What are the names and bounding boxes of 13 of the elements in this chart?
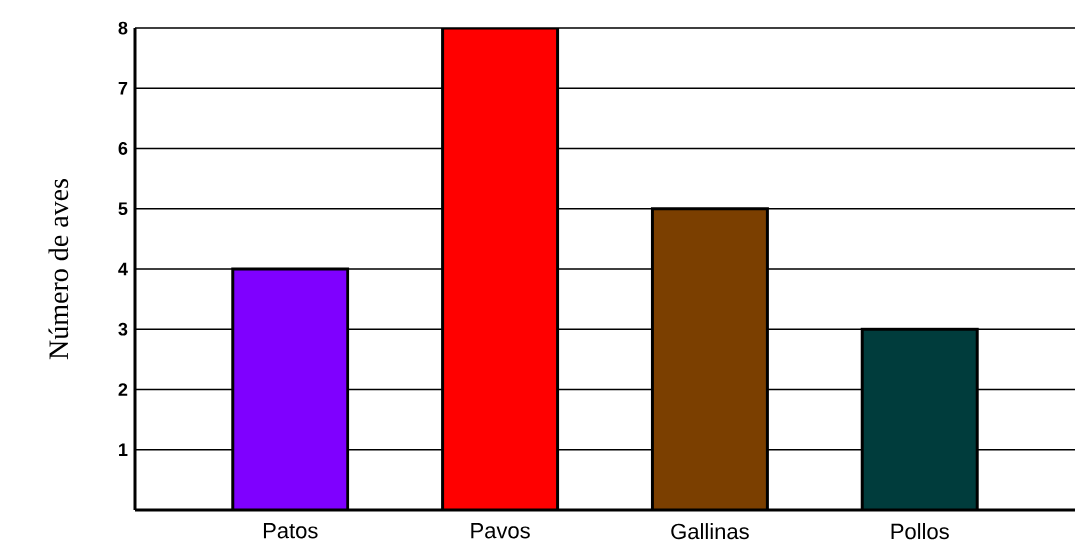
y-tick-label: 4 [118,262,128,276]
x-tick-label: Gallinas [671,523,749,540]
y-tick-label: 1 [119,443,128,456]
y-tick-label: 5 [118,202,128,216]
x-tick-label: Pollos [891,523,949,540]
y-tick-label: 7 [118,82,128,95]
x-tick-label: Pavos [471,523,530,539]
y-axis-title: Número de aves [48,179,69,360]
y-tick-label: 2 [118,383,128,396]
x-tick-label: Patos [263,523,318,539]
y-tick-label: 3 [118,322,128,336]
y-tick-label: 6 [118,142,128,155]
y-tick-label: 8 [118,21,128,35]
